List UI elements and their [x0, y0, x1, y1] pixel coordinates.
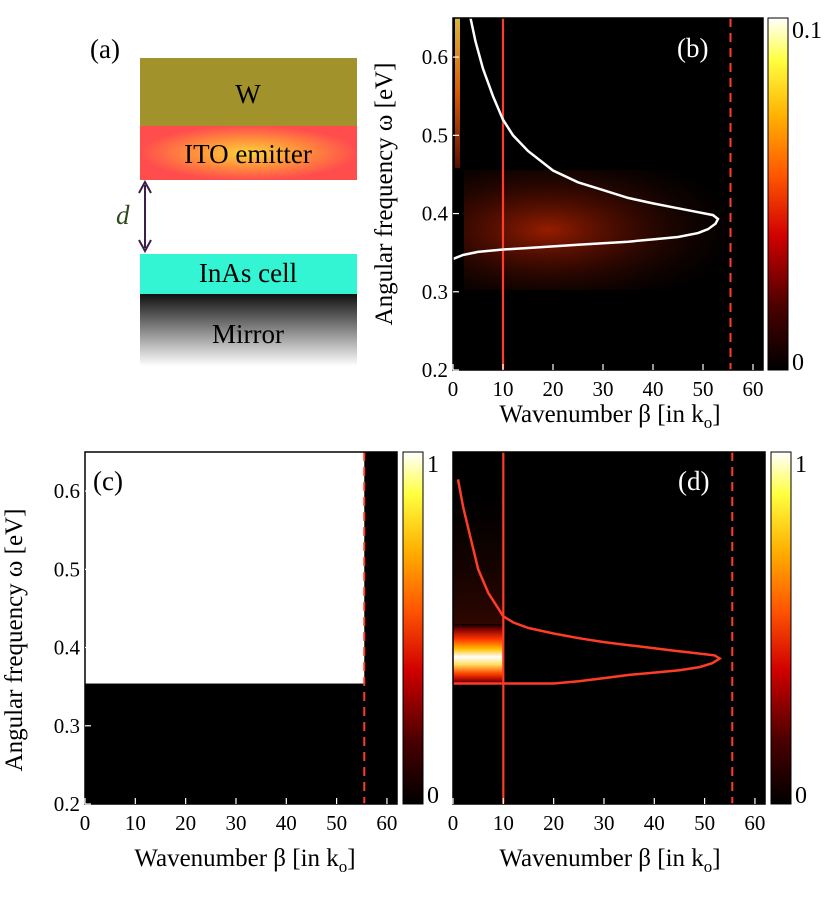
x-tick-label: 50: [693, 377, 714, 401]
y-tick-label: 0.4: [54, 636, 81, 660]
y-tick-label: 0.3: [54, 714, 80, 738]
colorbar-min-c: 0: [427, 783, 439, 809]
y-tick-label: 0.5: [54, 557, 80, 581]
white-region-c: [85, 452, 365, 684]
x-axis-label-c: Wavenumber β [in ko]: [134, 845, 355, 876]
colorbar-min-d: 0: [795, 783, 807, 809]
plot-frame-b: [452, 17, 764, 371]
y-axis-label-c: Angular frequency ω [eV]: [1, 509, 28, 772]
x-tick-label: 0: [80, 811, 91, 835]
w-layer-label: W: [235, 79, 261, 109]
schematic-panel: (a) W ITO emitter d InAs cell Mirror: [90, 34, 357, 366]
x-tick-label: 0: [448, 377, 459, 401]
y-tick-label: 0.2: [54, 792, 80, 816]
x-tick-label: 10: [125, 811, 146, 835]
colorbar-max-c: 1: [427, 452, 439, 478]
colorbar-max-b: 0.1: [792, 18, 822, 44]
panel-label-a: (a): [90, 34, 120, 64]
dispersion-curve-d: [453, 479, 723, 685]
field-glow-b: [464, 170, 744, 290]
panel-label-d: (d): [678, 466, 709, 496]
y-tick-label: 0.5: [422, 123, 448, 147]
y-ticks-c: 0.2 0.3 0.4 0.5 0.6: [54, 479, 91, 816]
x-tick-label: 40: [643, 377, 664, 401]
y-ticks-b: 0.2 0.3 0.4 0.5 0.6: [422, 45, 459, 382]
x-tick-label: 60: [376, 811, 397, 835]
chart-panel-b: (b) 0 10 20 30 40 50 60 0.2 0.3 0.4 0.5 0.6 Wavenu…: [371, 17, 822, 432]
edge-glow-b: [455, 18, 460, 168]
x-tick-label: 20: [175, 811, 196, 835]
x-tick-label: 50: [326, 811, 347, 835]
w-layer: [140, 58, 357, 126]
x-ticks-c: 0 10 20 30 40 50 60: [80, 798, 397, 835]
x-tick-label: 60: [744, 811, 765, 835]
chart-panel-d: (d) 0 10 20 30 40 50 60 Wavenumber β [in ko] 1…: [448, 451, 807, 876]
x-axis-label-d: Wavenumber β [in ko]: [499, 845, 720, 876]
plot-area-d: [453, 452, 765, 804]
y-tick-label: 0.4: [422, 202, 449, 226]
x-tick-label: 30: [593, 811, 614, 835]
plot-frame-d: [452, 451, 766, 805]
gap-arrow: [138, 179, 152, 254]
colorbar-c: [402, 451, 424, 805]
chart-panel-c: (c) 0 10 20 30 40 50 60 0.20.30.40.50.6 Wavenu…: [1, 451, 439, 876]
mirror-layer: [140, 294, 357, 366]
x-tick-label: 20: [543, 811, 564, 835]
x-ticks-d: 0 10 20 30 40 50 60: [448, 798, 765, 835]
plot-frame-c: [84, 451, 398, 805]
hot-band-d: [453, 624, 504, 684]
x-tick-label: 0: [448, 811, 459, 835]
y-axis-label-b: Angular frequency ω [eV]: [371, 63, 398, 326]
colorbar-b: [767, 17, 789, 371]
y-tick-label: 0.2: [422, 358, 448, 382]
ito-emitter-layer: [140, 126, 357, 180]
colorbar-min-b: 0: [792, 350, 804, 376]
inas-cell-label: InAs cell: [199, 258, 297, 288]
x-tick-label: 20: [543, 377, 564, 401]
x-ticks-b: 0 10 20 30 40 50 60: [448, 364, 764, 401]
x-tick-label: 10: [493, 377, 514, 401]
panel-label-c: (c): [93, 466, 123, 496]
y-tick-label: 0.3: [422, 280, 448, 304]
x-axis-label-b: Wavenumber β [in ko]: [499, 401, 720, 432]
y-tick-label: 0.6: [422, 45, 448, 69]
gap-label-d: d: [116, 200, 130, 230]
panel-label-b: (b): [677, 33, 708, 63]
x-tick-label: 50: [694, 811, 715, 835]
x-tick-label: 40: [276, 811, 297, 835]
x-tick-label: 30: [593, 377, 614, 401]
dispersion-curve-b: [452, 17, 720, 261]
x-tick-label: 10: [493, 811, 514, 835]
colorbar-max-d: 1: [795, 452, 807, 478]
y-tick-label: 0.6: [54, 479, 80, 503]
x-tick-label: 60: [743, 377, 764, 401]
x-tick-label: 40: [644, 811, 665, 835]
inas-cell-layer: [140, 254, 357, 294]
x-tick-label: 30: [225, 811, 246, 835]
mirror-label: Mirror: [212, 319, 284, 349]
ito-emitter-label: ITO emitter: [184, 139, 312, 169]
colorbar-d: [770, 451, 792, 805]
